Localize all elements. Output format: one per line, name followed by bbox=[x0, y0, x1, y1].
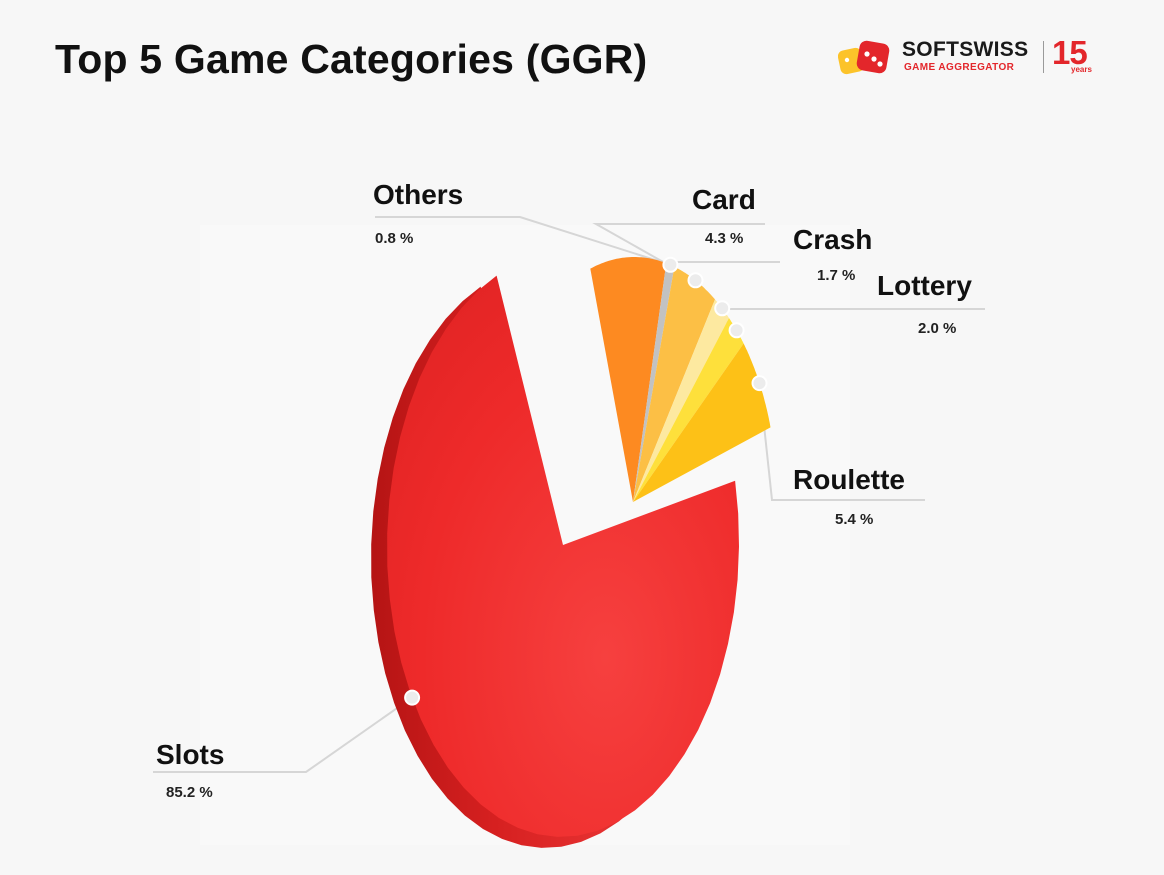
leader-dot-card bbox=[687, 272, 704, 289]
slice-orange-segment bbox=[590, 257, 667, 502]
value-slots: 85.2 % bbox=[166, 784, 213, 801]
label-slots: Slots bbox=[156, 739, 225, 770]
slice-crash bbox=[633, 299, 729, 502]
label-crash: Crash bbox=[793, 224, 873, 255]
value-others: 0.8 % bbox=[375, 230, 414, 247]
slice-lottery bbox=[633, 318, 744, 502]
leader-dot-roulette bbox=[751, 375, 768, 392]
value-card: 4.3 % bbox=[705, 230, 744, 247]
value-roulette: 5.4 % bbox=[835, 511, 874, 528]
logo-subtitle: GAME AGGREGATOR bbox=[904, 62, 1015, 73]
page-title: Top 5 Game Categories (GGR) bbox=[55, 36, 648, 82]
logo-name: SOFTSWISS bbox=[902, 38, 1029, 61]
label-lottery: Lottery bbox=[877, 270, 972, 301]
leader-line-others bbox=[375, 216, 671, 266]
value-crash: 1.7 % bbox=[817, 267, 856, 284]
leader-dot-others bbox=[662, 256, 679, 273]
label-card: Card bbox=[692, 184, 756, 215]
slice-others bbox=[633, 263, 675, 502]
anniversary-number: 15 bbox=[1052, 34, 1088, 71]
leader-dot-slots bbox=[404, 689, 421, 706]
logo-divider bbox=[1043, 41, 1044, 73]
slice-card bbox=[633, 266, 715, 502]
slice-slots bbox=[387, 275, 739, 837]
leader-dot-crash bbox=[714, 300, 731, 317]
label-others: Others bbox=[373, 179, 464, 210]
softswiss-logo: SOFTSWISS GAME AGGREGATOR 15 years bbox=[838, 34, 1108, 78]
game-aggregator-badge-icon bbox=[838, 40, 890, 75]
label-roulette: Roulette bbox=[793, 464, 905, 495]
leader-line-slots bbox=[153, 696, 413, 773]
value-lottery: 2.0 % bbox=[918, 320, 957, 337]
leader-dot-lottery bbox=[728, 322, 745, 339]
slice-roulette bbox=[633, 343, 771, 502]
anniversary-label: years bbox=[1071, 65, 1092, 74]
